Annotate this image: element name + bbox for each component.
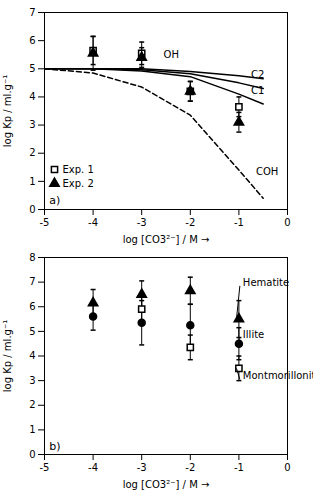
svg-text:5: 5 — [29, 326, 35, 337]
svg-text:0: 0 — [29, 204, 35, 215]
svg-text:2: 2 — [29, 399, 35, 410]
svg-text:-2: -2 — [185, 462, 195, 473]
svg-text:C2: C2 — [251, 69, 265, 81]
svg-text:log Kp / ml.g⁻¹: log Kp / ml.g⁻¹ — [2, 75, 13, 147]
svg-text:log [CO3²⁻] / M →: log [CO3²⁻] / M → — [123, 234, 210, 245]
svg-text:0: 0 — [284, 217, 290, 228]
svg-text:-3: -3 — [137, 217, 147, 228]
svg-text:OH: OH — [164, 49, 179, 60]
svg-text:4: 4 — [29, 91, 35, 102]
svg-text:0: 0 — [29, 449, 35, 460]
svg-text:3: 3 — [29, 375, 35, 386]
svg-text:Hematite: Hematite — [243, 277, 289, 288]
svg-text:-5: -5 — [40, 217, 50, 228]
svg-text:6: 6 — [29, 301, 35, 312]
svg-text:7: 7 — [29, 7, 35, 18]
svg-text:log Kp / ml.g⁻¹: log Kp / ml.g⁻¹ — [2, 320, 13, 392]
svg-text:-1: -1 — [234, 462, 244, 473]
svg-text:7: 7 — [29, 276, 35, 287]
svg-text:Illite: Illite — [243, 329, 264, 340]
svg-text:0: 0 — [284, 462, 290, 473]
svg-text:1: 1 — [29, 424, 35, 435]
svg-text:b): b) — [49, 440, 60, 453]
svg-text:-2: -2 — [185, 217, 195, 228]
svg-text:Montmorillonite: Montmorillonite — [243, 370, 313, 381]
svg-text:-1: -1 — [234, 217, 244, 228]
svg-text:-5: -5 — [40, 462, 50, 473]
svg-text:4: 4 — [29, 350, 35, 361]
svg-text:-4: -4 — [88, 217, 98, 228]
svg-text:5: 5 — [29, 63, 35, 74]
svg-text:COH: COH — [256, 166, 278, 177]
svg-text:2: 2 — [29, 147, 35, 158]
svg-text:3: 3 — [29, 119, 35, 130]
svg-text:-3: -3 — [137, 462, 147, 473]
svg-text:6: 6 — [29, 35, 35, 46]
svg-text:log [CO3²⁻] / M →: log [CO3²⁻] / M → — [123, 479, 210, 490]
svg-text:Exp. 1: Exp. 1 — [63, 164, 94, 175]
svg-text:Exp. 2: Exp. 2 — [63, 178, 94, 189]
svg-text:1: 1 — [29, 176, 35, 187]
svg-text:-4: -4 — [88, 462, 98, 473]
svg-text:C1: C1 — [251, 84, 265, 96]
svg-text:8: 8 — [29, 252, 35, 263]
svg-text:a): a) — [49, 194, 60, 207]
